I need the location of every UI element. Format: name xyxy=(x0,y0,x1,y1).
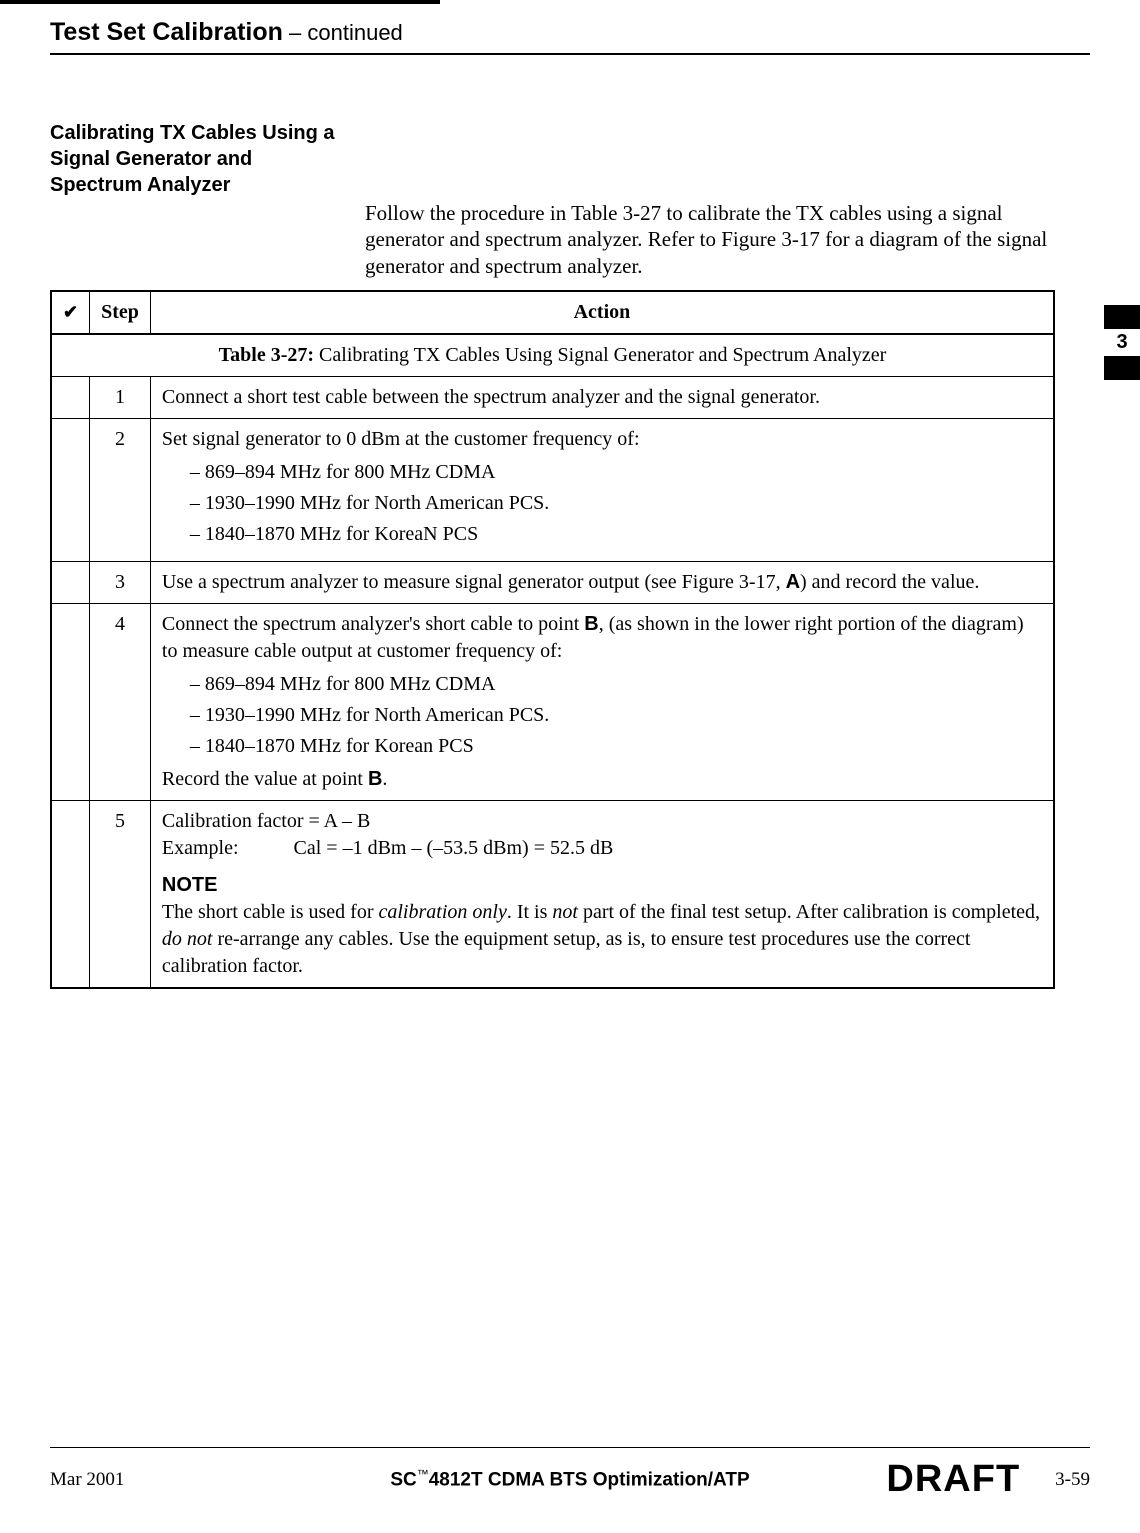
bullet-list: 869–894 MHz for 800 MHz CDMA 1930–1990 M… xyxy=(190,459,1042,548)
tab-number: 3 xyxy=(1104,329,1140,356)
step-number: 3 xyxy=(90,562,151,604)
footer-right: DRAFT 3-59 xyxy=(866,1458,1090,1501)
action-cell: Set signal generator to 0 dBm at the cus… xyxy=(150,419,1054,562)
action-cell: Use a spectrum analyzer to measure signa… xyxy=(150,562,1054,604)
action-cell: Connect a short test cable between the s… xyxy=(150,377,1054,419)
calibration-formula: Calibration factor = A – B xyxy=(162,808,1042,835)
check-cell xyxy=(51,604,90,801)
list-item: 869–894 MHz for 800 MHz CDMA xyxy=(190,671,1042,698)
step-number: 4 xyxy=(90,604,151,801)
step-number: 2 xyxy=(90,419,151,562)
ref-letter-b: B xyxy=(368,768,382,790)
check-cell xyxy=(51,801,90,989)
check-cell xyxy=(51,562,90,604)
list-item: 1930–1990 MHz for North American PCS. xyxy=(190,702,1042,729)
table-caption: Table 3-27: Calibrating TX Cables Using … xyxy=(51,334,1054,377)
table-row: 5 Calibration factor = A – B Example: Ca… xyxy=(51,801,1054,989)
table-row: 2 Set signal generator to 0 dBm at the c… xyxy=(51,419,1054,562)
draft-watermark: DRAFT xyxy=(886,1458,1020,1501)
page-footer: Mar 2001 SC™4812T CDMA BTS Optimization/… xyxy=(50,1447,1090,1501)
example-line: Example: Cal = –1 dBm – (–53.5 dBm) = 52… xyxy=(162,835,1042,862)
note-text: The short cable is used for calibration … xyxy=(162,899,1042,980)
list-item: 869–894 MHz for 800 MHz CDMA xyxy=(190,459,1042,486)
table-caption-label: Table 3-27: xyxy=(219,344,314,366)
section-heading: Calibrating TX Cables Using a Signal Gen… xyxy=(50,120,360,198)
tab-block-bottom xyxy=(1104,356,1140,380)
note-label: NOTE xyxy=(162,872,1042,899)
intro-paragraph: Follow the procedure in Table 3-27 to ca… xyxy=(365,200,1055,279)
lead-text: Set signal generator to 0 dBm at the cus… xyxy=(162,428,640,450)
col-check-header: ✔ xyxy=(51,291,90,334)
list-item: 1930–1990 MHz for North American PCS. xyxy=(190,490,1042,517)
table-row: 1 Connect a short test cable between the… xyxy=(51,377,1054,419)
title-main: Test Set Calibration xyxy=(50,18,283,46)
step-number: 1 xyxy=(90,377,151,419)
step-number: 5 xyxy=(90,801,151,989)
table-caption-text: Calibrating TX Cables Using Signal Gener… xyxy=(314,344,886,366)
table-row: 4 Connect the spectrum analyzer's short … xyxy=(51,604,1054,801)
title-continued: – continued xyxy=(283,20,403,45)
procedure-table: Table 3-27: Calibrating TX Cables Using … xyxy=(50,290,1055,989)
check-cell xyxy=(51,377,90,419)
table-header-row: ✔ Step Action xyxy=(51,291,1054,334)
chapter-tab: 3 xyxy=(1104,305,1140,380)
table-row: 3 Use a spectrum analyzer to measure sig… xyxy=(51,562,1054,604)
bullet-list: 869–894 MHz for 800 MHz CDMA 1930–1990 M… xyxy=(190,671,1042,760)
col-action-header: Action xyxy=(150,291,1054,334)
check-cell xyxy=(51,419,90,562)
top-rule-full xyxy=(50,53,1090,55)
col-step-header: Step xyxy=(90,291,151,334)
ref-letter-a: A xyxy=(786,571,800,593)
list-item: 1840–1870 MHz for KoreaN PCS xyxy=(190,521,1042,548)
ref-letter-b: B xyxy=(584,613,598,635)
trademark-symbol: ™ xyxy=(417,1467,429,1481)
page-number: 3-59 xyxy=(1055,1469,1090,1491)
page: Test Set Calibration – continued Calibra… xyxy=(0,0,1140,1533)
page-title: Test Set Calibration – continued xyxy=(50,18,403,47)
footer-date: Mar 2001 xyxy=(50,1469,124,1491)
top-rule-short xyxy=(0,0,440,4)
table-caption-row: Table 3-27: Calibrating TX Cables Using … xyxy=(51,334,1054,377)
tab-block-top xyxy=(1104,305,1140,329)
list-item: 1840–1870 MHz for Korean PCS xyxy=(190,733,1042,760)
action-cell: Connect the spectrum analyzer's short ca… xyxy=(150,604,1054,801)
action-cell: Calibration factor = A – B Example: Cal … xyxy=(150,801,1054,989)
